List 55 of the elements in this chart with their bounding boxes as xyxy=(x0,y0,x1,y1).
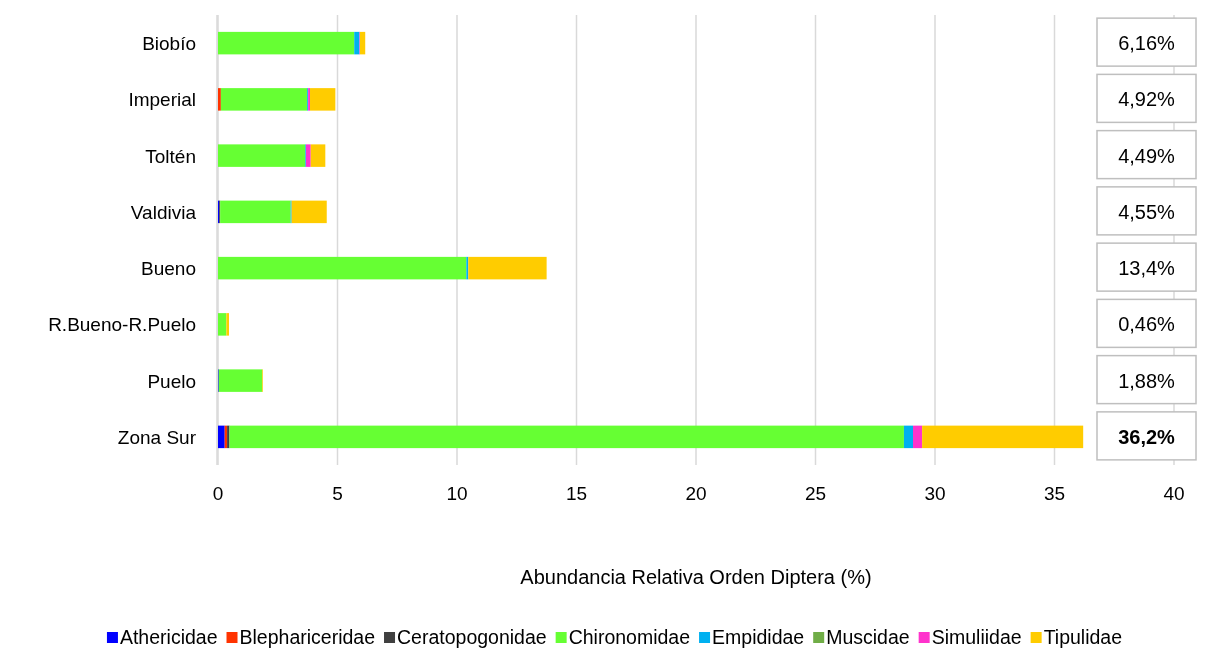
legend-label: Chironomidae xyxy=(568,626,691,648)
bar xyxy=(229,425,904,449)
y-tick-label: Puelo xyxy=(147,370,196,392)
bar xyxy=(922,425,1084,449)
x-tick-label: 30 xyxy=(924,483,946,504)
bar xyxy=(218,425,225,449)
bar xyxy=(305,144,311,167)
bar xyxy=(291,200,327,224)
bar xyxy=(220,88,308,111)
annotation: 0,46% xyxy=(1118,313,1176,336)
annotation: 1,88% xyxy=(1118,369,1176,392)
legend-label: Tipulidae xyxy=(1043,626,1123,648)
bar xyxy=(310,88,336,111)
legend-label: Blephariceridae xyxy=(239,626,376,648)
annotation: 6,16% xyxy=(1118,32,1176,55)
x-tick-label: 15 xyxy=(565,483,588,504)
y-tick-label: Valdivia xyxy=(130,201,197,223)
bar xyxy=(220,200,291,224)
annotation: 4,55% xyxy=(1118,200,1176,223)
x-tick-label: 20 xyxy=(685,483,707,504)
bar xyxy=(218,369,263,392)
bar xyxy=(468,256,547,280)
bar xyxy=(218,256,467,280)
x-tick-label: 0 xyxy=(212,483,224,504)
y-tick-label: Imperial xyxy=(128,89,196,111)
annotation: 13,4% xyxy=(1118,257,1176,280)
bar xyxy=(913,425,923,449)
legend-label: Ceratopogonidae xyxy=(397,626,547,648)
x-tick-label: 25 xyxy=(804,483,827,504)
legend-label: Empididae xyxy=(712,626,805,648)
bar xyxy=(218,88,221,111)
bar xyxy=(359,31,366,55)
annotation: 4,92% xyxy=(1118,88,1176,111)
y-tick-label: Biobío xyxy=(142,33,196,55)
bar xyxy=(218,313,227,336)
bar xyxy=(354,31,360,55)
x-axis-title: Abundancia Relativa Orden Diptera (%) xyxy=(520,566,872,588)
y-tick-label: Bueno xyxy=(141,258,196,280)
x-tick-label: 40 xyxy=(1163,483,1185,504)
y-tick-label: R.Bueno-R.Puelo xyxy=(48,314,196,336)
bar xyxy=(903,425,914,449)
x-tick-label: 10 xyxy=(446,483,468,504)
legend-label: Muscidae xyxy=(826,626,910,648)
y-tick-label: Toltén xyxy=(145,145,196,167)
annotation: 36,2% xyxy=(1118,425,1176,448)
annotation: 4,49% xyxy=(1118,144,1176,167)
bar xyxy=(226,313,229,336)
x-tick-label: 35 xyxy=(1043,483,1066,504)
x-tick-label: 5 xyxy=(332,483,343,504)
legend-label: Simuliidae xyxy=(931,626,1022,648)
legend-label: Athericidae xyxy=(119,626,218,648)
bar xyxy=(218,144,306,167)
bar xyxy=(218,31,355,55)
y-tick-label: Zona Sur xyxy=(117,426,197,448)
bar xyxy=(310,144,326,167)
